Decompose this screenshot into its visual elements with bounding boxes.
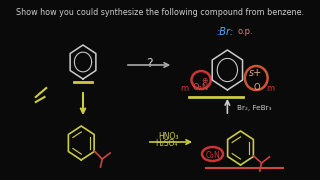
Text: Show how you could synthesize the following compound from benzene.: Show how you could synthesize the follow… [16, 8, 304, 17]
Text: HNO₃: HNO₃ [158, 132, 179, 141]
Text: O₂N: O₂N [192, 83, 208, 92]
Text: ?: ? [146, 57, 153, 70]
Text: O₂N: O₂N [205, 150, 220, 159]
Text: o.p.: o.p. [238, 27, 253, 36]
Text: m: m [180, 84, 188, 93]
Text: ⊕: ⊕ [201, 76, 208, 85]
Text: :Br:: :Br: [216, 27, 233, 37]
Text: m: m [266, 84, 274, 93]
Text: s+: s+ [249, 68, 262, 78]
Text: O: O [254, 83, 260, 92]
Text: Br₂, FeBr₃: Br₂, FeBr₃ [237, 105, 271, 111]
Text: H₂SO₄: H₂SO₄ [156, 139, 178, 148]
